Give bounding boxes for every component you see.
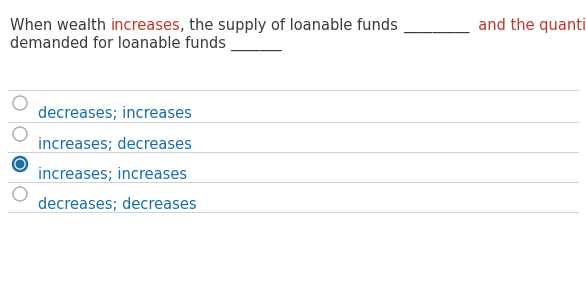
Text: When wealth: When wealth bbox=[10, 18, 111, 33]
Text: , the supply of loanable funds: , the supply of loanable funds bbox=[180, 18, 403, 33]
Text: increases; increases: increases; increases bbox=[38, 167, 187, 182]
Text: _______: _______ bbox=[231, 36, 282, 51]
Text: increases; decreases: increases; decreases bbox=[38, 137, 192, 152]
Text: decreases; increases: decreases; increases bbox=[38, 106, 192, 121]
Text: decreases; decreases: decreases; decreases bbox=[38, 197, 197, 212]
Text: demanded for loanable funds: demanded for loanable funds bbox=[10, 36, 231, 51]
Text: and the quantity: and the quantity bbox=[469, 18, 586, 33]
Text: _________: _________ bbox=[403, 18, 469, 33]
Text: increases: increases bbox=[111, 18, 180, 33]
